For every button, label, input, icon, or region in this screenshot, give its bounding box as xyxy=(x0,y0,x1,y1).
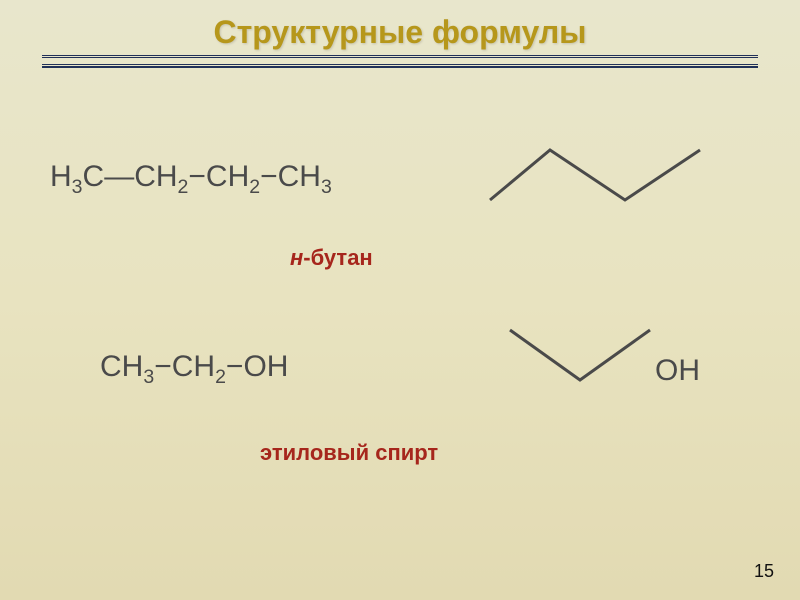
slide: Структурные формулы H3C—CH2−CH2−CH3 н-бу… xyxy=(0,0,800,600)
svg-text:OH: OH xyxy=(655,354,700,387)
ethanol-label: этиловый спирт xyxy=(260,440,438,466)
butane-skeletal-formula xyxy=(470,130,730,210)
ethanol-condensed-formula: CH3−CH2−OH xyxy=(100,350,288,389)
butane-condensed-formula: H3C—CH2−CH2−CH3 xyxy=(50,160,332,199)
butane-label-text: -бутан xyxy=(303,245,372,270)
title-rule xyxy=(42,55,758,68)
butane-label: н-бутан xyxy=(290,245,373,271)
butane-label-prefix: н xyxy=(290,245,303,270)
page-number: 15 xyxy=(754,561,774,582)
slide-title: Структурные формулы xyxy=(0,0,800,51)
ethanol-skeletal-formula: OH xyxy=(500,320,730,410)
